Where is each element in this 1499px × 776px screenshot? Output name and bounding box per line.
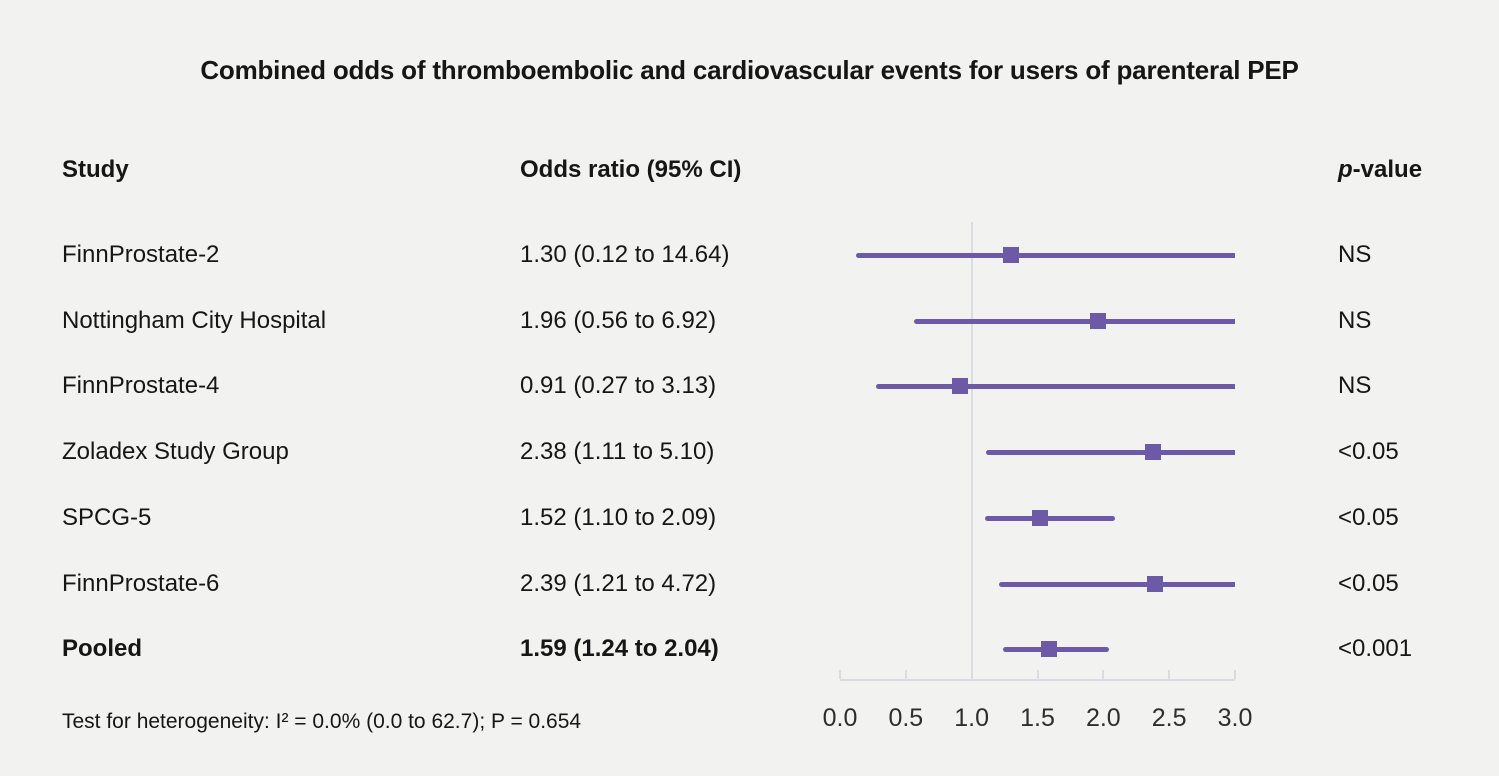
p-value-header-rest: -value: [1352, 156, 1423, 183]
figure-title: Combined odds of thromboembolic and card…: [200, 55, 1299, 85]
column-header-p-value: p-value: [1338, 155, 1422, 185]
column-header-study: Study: [62, 156, 129, 183]
odds-ratio-marker: [1090, 313, 1107, 329]
odds-ratio-value: 1.96 (0.56 to 6.92): [520, 307, 717, 334]
odds-ratio-marker: [1032, 510, 1049, 526]
p-value: NS: [1338, 372, 1372, 399]
x-axis-tick-label: 2.0: [1085, 704, 1121, 732]
odds-ratio-marker: [1145, 444, 1162, 460]
heterogeneity-note: Test for heterogeneity: I² = 0.0% (0.0 t…: [62, 710, 582, 733]
x-axis-tick-label: 2.5: [1151, 704, 1187, 732]
study-label: FinnProstate-6: [62, 570, 220, 597]
confidence-interval-line: [986, 450, 1235, 455]
odds-ratio-value: 0.91 (0.27 to 3.13): [520, 372, 717, 399]
column-header-odds-ratio: Odds ratio (95% CI): [520, 156, 742, 183]
study-label: Pooled: [62, 635, 143, 662]
x-axis-tick-label: 1.5: [1020, 704, 1055, 732]
confidence-interval-line: [875, 384, 1235, 389]
confidence-interval-line: [999, 582, 1235, 587]
confidence-interval-line: [855, 253, 1235, 258]
x-axis-tick: [904, 670, 907, 679]
p-value: NS: [1338, 241, 1372, 268]
odds-ratio-value: 1.30 (0.12 to 14.64): [520, 241, 730, 268]
odds-ratio-value: 2.38 (1.11 to 5.10): [520, 438, 715, 465]
odds-ratio-value: 1.52 (1.10 to 2.09): [520, 504, 717, 531]
odds-ratio-marker: [1003, 247, 1020, 263]
study-label: FinnProstate-4: [62, 372, 220, 399]
x-axis-tick: [1102, 670, 1105, 679]
odds-ratio-value: 2.39 (1.21 to 4.72): [520, 570, 717, 597]
x-axis-tick-label: 0.0: [822, 704, 858, 732]
x-axis-tick: [839, 670, 841, 679]
x-axis-tick-label: 0.5: [888, 704, 924, 732]
p-value: <0.05: [1338, 504, 1399, 531]
x-axis-tick: [1234, 670, 1236, 679]
x-axis-tick: [1036, 670, 1039, 679]
p-value: NS: [1338, 307, 1372, 334]
study-label: FinnProstate-2: [62, 241, 220, 268]
x-axis-tick-label: 1.0: [954, 704, 990, 732]
p-value: <0.05: [1338, 438, 1399, 465]
study-label: Nottingham City Hospital: [62, 307, 327, 334]
study-label: SPCG-5: [62, 504, 152, 531]
p-value: <0.001: [1338, 635, 1413, 662]
odds-ratio-marker: [1146, 576, 1163, 592]
odds-ratio-value: 1.59 (1.24 to 2.04): [520, 635, 719, 662]
x-axis-line: [840, 679, 1235, 681]
x-axis-tick-label: 3.0: [1217, 704, 1253, 732]
x-axis-tick: [970, 670, 973, 679]
confidence-interval-line: [984, 516, 1116, 521]
study-label: Zoladex Study Group: [62, 438, 289, 465]
confidence-interval-line: [913, 319, 1235, 324]
odds-ratio-marker: [951, 378, 968, 394]
p-value-header-italic-p: p: [1338, 156, 1353, 183]
reference-line: [970, 222, 973, 680]
odds-ratio-marker: [1041, 641, 1058, 657]
p-value: <0.05: [1338, 570, 1399, 597]
x-axis-tick: [1168, 670, 1171, 679]
